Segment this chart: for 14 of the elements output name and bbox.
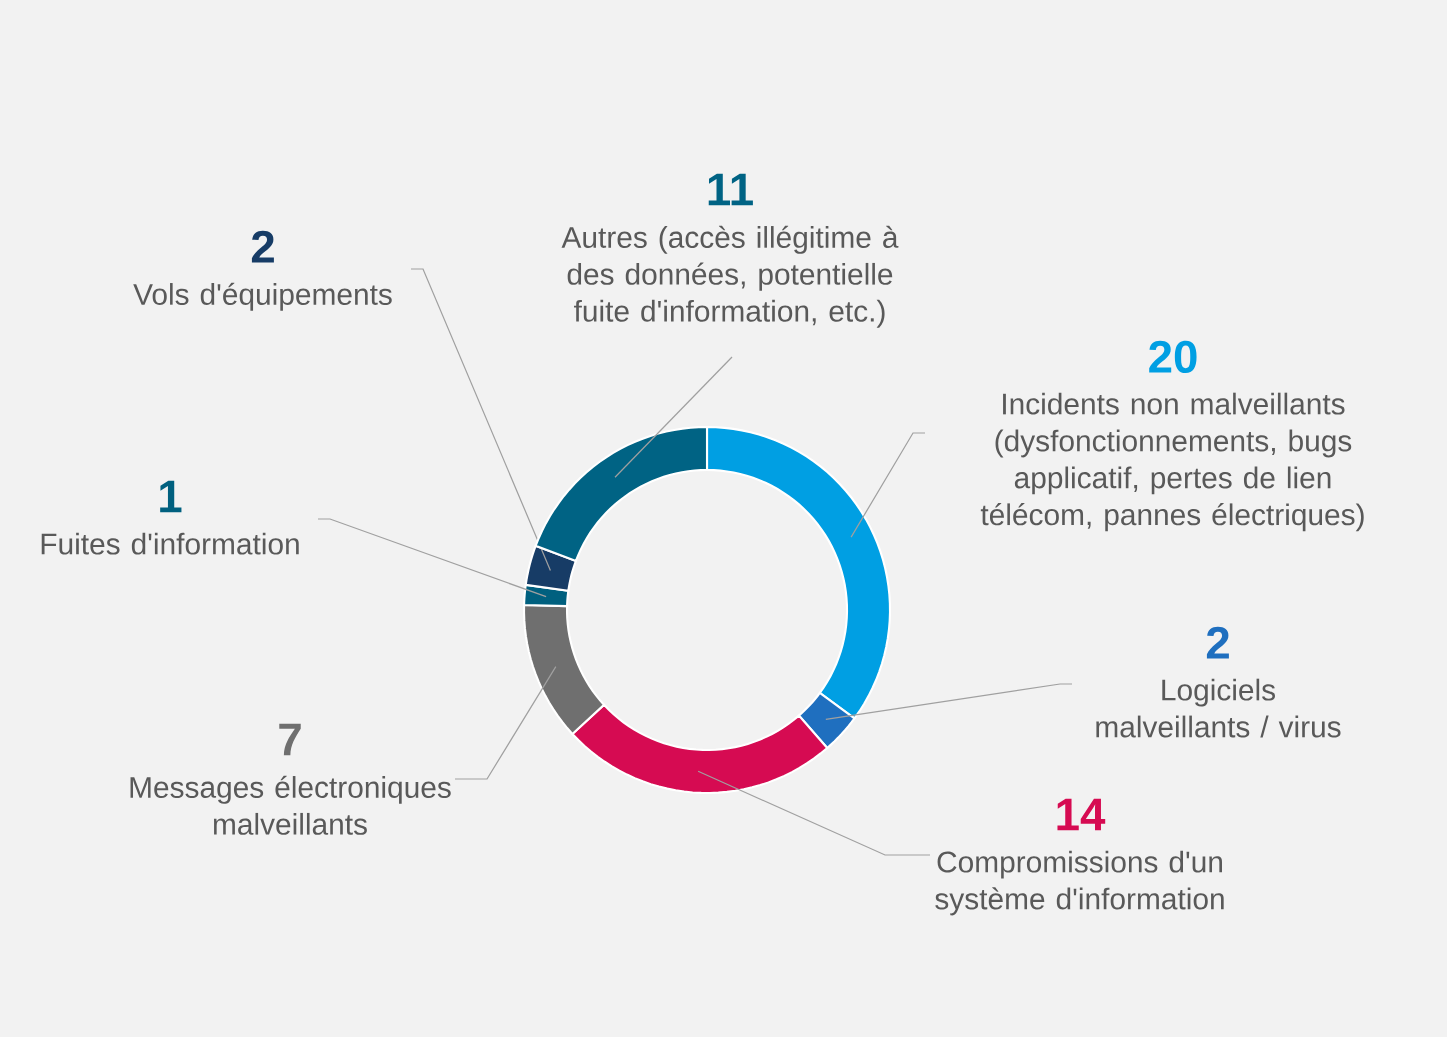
data-label: 11 [708,173,753,206]
slice-label: Compromissions d'un système d'information [935,850,1224,916]
slice-label: Autres (accès illégitime à des données, potentielle fuite d'information, etc.) [561,225,899,328]
slice-label: Messages électroniques malveillants [130,775,451,835]
slice-label: Incidents non malveillants (dysfonctionnements, bugs applicatif, pertes de lien télécom, pannes électriques) [980,392,1364,532]
slice-label: Vols d'équipements [133,282,392,311]
slice-label: Logiciels malveillants / virus [1096,678,1341,738]
data-label: 7 [279,723,301,756]
data-label: 1 [160,480,182,513]
data-label: 20 [1149,340,1197,374]
data-label: 2 [251,230,274,263]
data-label: 14 [1057,798,1106,831]
data-label: 2 [1206,626,1229,659]
slice-label: Fuites d'information [41,532,299,555]
